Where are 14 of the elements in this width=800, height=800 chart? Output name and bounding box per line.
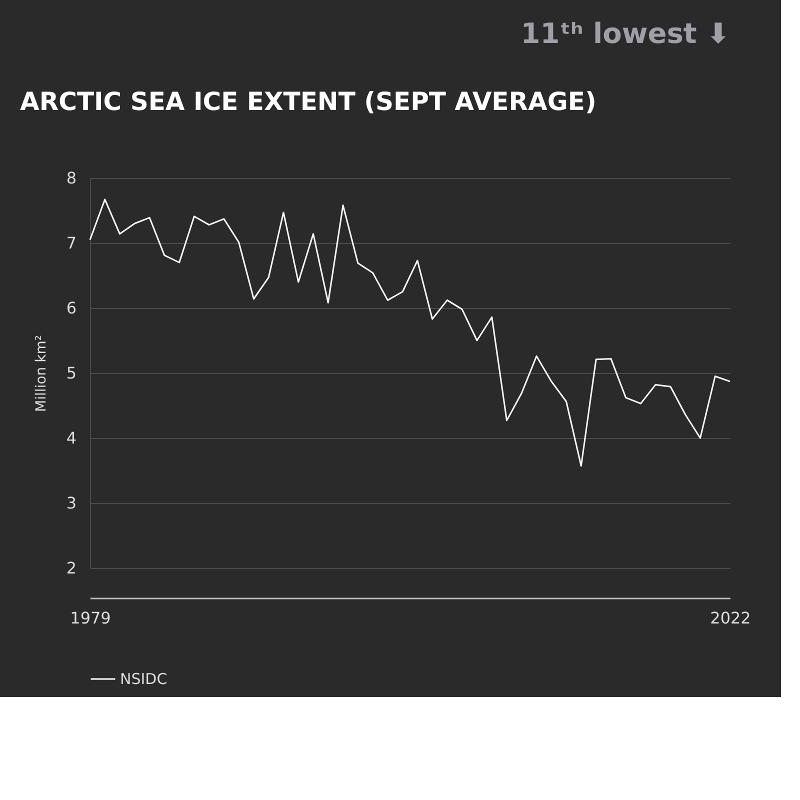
x-tick-label: 1979	[70, 608, 111, 628]
y-tick-label: 2	[66, 558, 76, 578]
line-series	[89, 198, 731, 467]
x-tick-label: 2022	[710, 608, 751, 628]
y-tick-label: 3	[66, 494, 76, 512]
y-tick-label: 6	[66, 298, 76, 318]
y-axis-title: Million km²	[33, 335, 50, 412]
y-tick-label: 5	[66, 364, 76, 382]
y-tick-label: 8	[66, 168, 76, 188]
y-tick-label: 4	[66, 428, 76, 448]
legend-label: NSIDC	[120, 670, 168, 688]
chart-title: ARCTIC SEA ICE EXTENT (SEPT AVERAGE)	[20, 87, 596, 116]
text: 11ᵗʰ lowest ⬇	[520, 17, 730, 50]
y-tick-label: 7	[66, 234, 76, 252]
